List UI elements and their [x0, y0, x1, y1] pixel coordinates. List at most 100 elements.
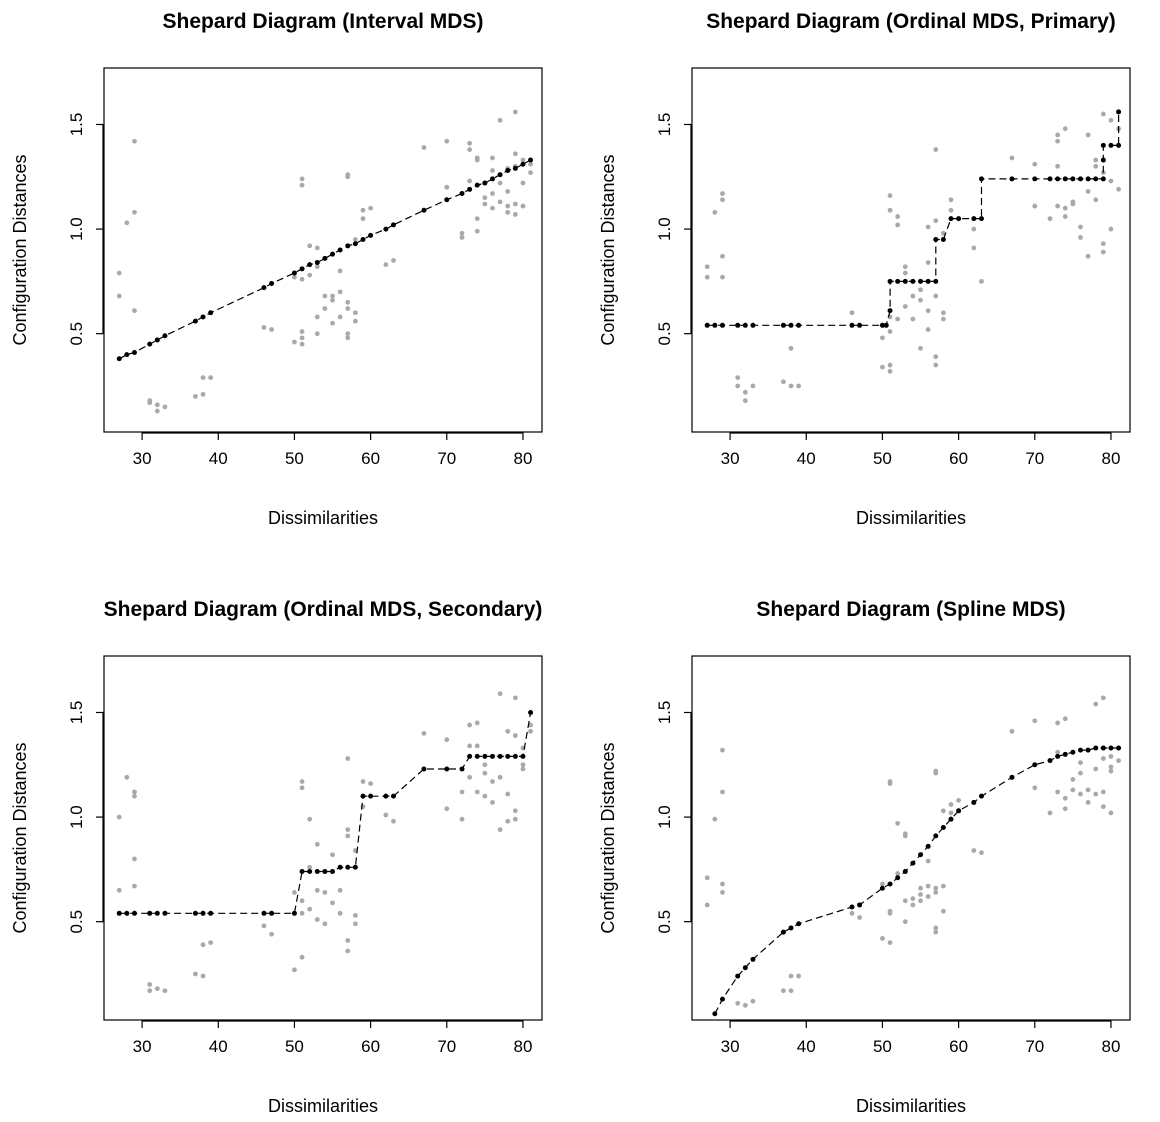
observed-point [918, 287, 923, 293]
fitted-point [497, 753, 503, 759]
observed-point [720, 881, 725, 887]
fitted-point [124, 910, 130, 916]
fitted-point [948, 216, 954, 222]
observed-point [940, 808, 946, 814]
observed-point [261, 923, 267, 929]
fitted-point [330, 868, 336, 874]
fitted-point [322, 868, 328, 874]
observed-point [193, 394, 198, 399]
observed-point [505, 818, 511, 824]
fitted-point [162, 910, 168, 916]
observed-point [474, 228, 480, 234]
fitted-point [482, 180, 488, 186]
observed-point [948, 810, 954, 816]
observed-point [528, 161, 533, 167]
fitted-point [704, 322, 710, 328]
observed-point [520, 180, 526, 186]
observed-point [314, 917, 320, 922]
x-tick-label: 60 [949, 1037, 968, 1056]
observed-point [902, 304, 908, 309]
x-tick-label: 70 [1025, 449, 1044, 468]
observed-point [1047, 810, 1053, 816]
observed-point [345, 756, 351, 761]
fitted-point [1116, 745, 1122, 751]
fitted-point [978, 793, 984, 799]
fitted-point [925, 278, 931, 284]
observed-point [330, 900, 335, 906]
observed-point [345, 948, 351, 954]
observed-point [735, 383, 741, 389]
fitted-point [200, 910, 206, 916]
observed-point [147, 982, 153, 987]
fitted-point [208, 310, 214, 316]
fitted-point [902, 868, 908, 874]
observed-point [933, 929, 939, 935]
observed-point [933, 354, 939, 360]
observed-point [1055, 138, 1061, 144]
fitted-point [940, 825, 946, 831]
observed-point [330, 297, 335, 303]
observed-point [1108, 226, 1114, 232]
fitted-point [780, 929, 786, 935]
observed-point [742, 398, 748, 404]
fitted-point [489, 176, 495, 182]
observed-point [307, 243, 313, 249]
observed-point [918, 885, 923, 891]
fitted-point [131, 350, 137, 356]
x-axis-label: Dissimilarities [856, 508, 966, 528]
observed-point [352, 913, 358, 918]
observed-point [1055, 720, 1061, 726]
observed-point [299, 176, 305, 182]
fitted-point [918, 852, 924, 858]
observed-point [132, 209, 137, 215]
fitted-line [119, 712, 532, 914]
observed-point [933, 218, 939, 224]
observed-point [200, 375, 206, 381]
observed-point [1085, 787, 1091, 793]
observed-point [887, 207, 893, 213]
fitted-point [796, 921, 802, 927]
observed-point [444, 737, 450, 743]
fitted-point [337, 864, 343, 870]
observed-point [925, 308, 931, 314]
fitted-point [322, 255, 328, 261]
observed-point [200, 942, 206, 948]
observed-point [444, 806, 450, 812]
observed-point [467, 140, 473, 146]
observed-point [132, 308, 137, 314]
observed-point [512, 816, 518, 822]
observed-point [857, 915, 862, 920]
fitted-point [1032, 762, 1038, 768]
observed-point [1055, 789, 1061, 795]
observed-point [712, 816, 718, 822]
y-tick-label: 0.5 [655, 910, 674, 934]
fitted-point [1116, 142, 1122, 148]
observed-point [887, 910, 893, 916]
fitted-point [895, 875, 901, 881]
x-tick-label: 40 [797, 1037, 816, 1056]
x-tick-label: 40 [797, 449, 816, 468]
fitted-point [390, 222, 396, 228]
fitted-point [1108, 142, 1114, 148]
observed-point [383, 812, 389, 818]
observed-point [887, 362, 893, 368]
x-tick-label: 30 [133, 1037, 152, 1056]
observed-point [940, 230, 946, 236]
fitted-point [368, 793, 374, 799]
observed-point [132, 793, 137, 799]
y-tick-label: 1.5 [655, 113, 674, 137]
observed-point [880, 936, 885, 941]
observed-point [360, 779, 366, 784]
fitted-point [1062, 751, 1068, 757]
observed-point [887, 781, 893, 787]
observed-point [299, 335, 305, 341]
fitted-point [459, 191, 465, 197]
observed-point [1100, 111, 1106, 117]
observed-point [116, 270, 122, 276]
observed-point [467, 178, 473, 184]
observed-point [307, 906, 313, 912]
observed-point [490, 779, 495, 784]
fitted-point [124, 352, 130, 358]
y-tick-label: 1.5 [655, 701, 674, 725]
observed-point [918, 297, 923, 303]
